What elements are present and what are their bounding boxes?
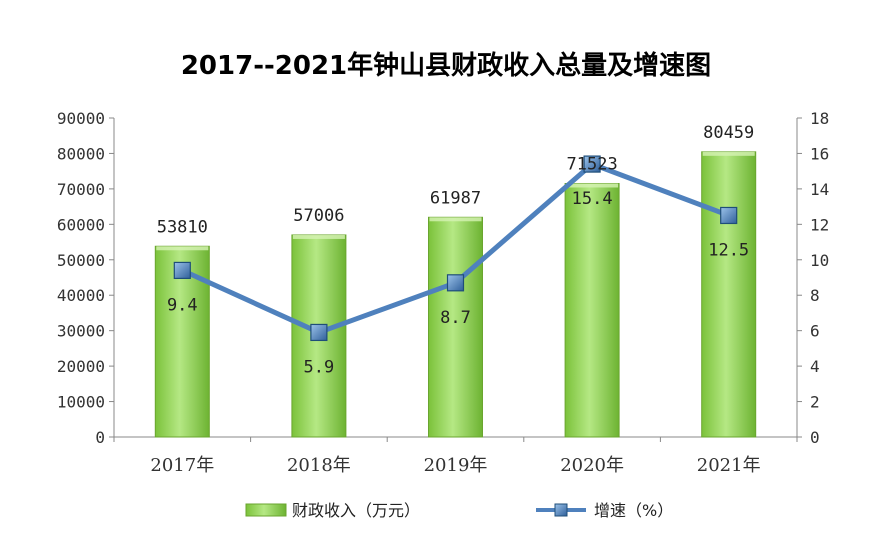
line-series xyxy=(173,155,738,342)
bar-value-label: 80459 xyxy=(703,123,754,143)
bar-value-label: 71523 xyxy=(567,154,618,174)
left-tick-label: 30000 xyxy=(57,322,105,341)
right-tick-label: 8 xyxy=(810,286,820,305)
x-tick-label: 2021年 xyxy=(697,455,761,476)
left-tick-label: 40000 xyxy=(57,286,105,305)
right-tick-label: 12 xyxy=(810,215,829,234)
bar-top-highlight xyxy=(702,151,755,156)
right-tick-label: 6 xyxy=(810,322,820,341)
line-point-marker xyxy=(310,323,328,342)
bar xyxy=(564,182,620,438)
line-point-marker xyxy=(173,261,191,280)
right-tick-label: 2 xyxy=(810,393,820,412)
left-tick-label: 60000 xyxy=(57,215,105,234)
legend-bar-swatch xyxy=(245,503,287,517)
bar-top-highlight xyxy=(292,234,345,239)
line-value-label: 15.4 xyxy=(572,189,613,209)
line-point-marker xyxy=(446,274,465,292)
right-tick-label: 4 xyxy=(810,357,820,376)
x-tick-label: 2017年 xyxy=(150,455,214,476)
right-y-axis: 0 2 4 6 8 10 12 14 16 18 xyxy=(796,109,829,447)
left-tick-label: 70000 xyxy=(57,180,105,199)
legend-line-label: 增速（%） xyxy=(594,501,673,520)
left-tick-label: 10000 xyxy=(57,393,105,412)
data-labels: 53810 57006 61987 71523 80459 9.4 5.9 8.7 15.4 12… xyxy=(157,123,755,378)
bar-value-label: 57006 xyxy=(293,206,344,226)
left-y-axis: 0 10000 20000 30000 40000 50000 60000 70000 8000… xyxy=(57,109,115,447)
right-tick-label: 14 xyxy=(810,180,829,199)
right-tick-label: 16 xyxy=(810,144,829,163)
bar-top-highlight xyxy=(156,246,209,251)
right-tick-label: 10 xyxy=(810,251,829,270)
line-point-marker xyxy=(583,155,601,173)
line-point-marker xyxy=(720,206,738,225)
x-axis: 2017年 2018年 2019年 2020年 2021年 xyxy=(113,436,798,476)
bar xyxy=(428,216,483,438)
bar xyxy=(701,151,757,438)
x-tick-label: 2020年 xyxy=(560,455,624,476)
legend-bar-label: 财政收入（万元） xyxy=(292,501,420,520)
left-tick-label: 50000 xyxy=(57,251,105,270)
bar-top-highlight xyxy=(429,217,482,222)
left-tick-label: 20000 xyxy=(57,357,105,376)
right-tick-label: 0 xyxy=(810,428,820,447)
left-tick-label: 90000 xyxy=(57,109,105,128)
left-tick-label: 0 xyxy=(95,428,105,447)
left-tick-label: 80000 xyxy=(57,144,105,163)
x-tick-label: 2019年 xyxy=(424,455,488,476)
line-value-label: 8.7 xyxy=(440,308,471,328)
x-tick-label: 2018年 xyxy=(287,455,351,476)
right-tick-label: 18 xyxy=(810,109,829,128)
bar-value-label: 61987 xyxy=(430,188,481,208)
bar-top-highlight xyxy=(566,183,619,188)
chart-title: 2017--2021年钟山县财政收入总量及增速图 xyxy=(181,50,711,81)
legend: 财政收入（万元） 增速（%） xyxy=(245,501,673,520)
legend-line-marker xyxy=(554,503,568,517)
bar-value-label: 53810 xyxy=(157,217,208,237)
line-value-label: 12.5 xyxy=(708,240,749,260)
line-value-label: 9.4 xyxy=(167,295,198,315)
line-value-label: 5.9 xyxy=(304,357,335,377)
